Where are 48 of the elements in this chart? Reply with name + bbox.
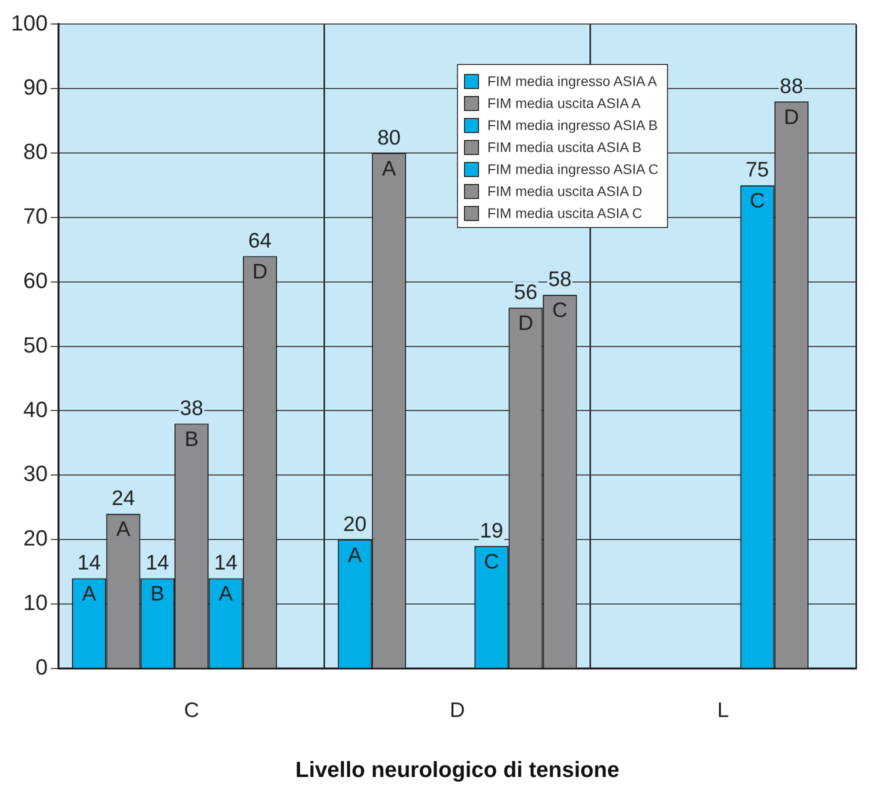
y-tick-label: 50 [23, 332, 48, 358]
annotation: D [518, 312, 534, 335]
data-label: 58 [548, 268, 572, 292]
annotation: A [218, 582, 233, 606]
annotation: D [252, 260, 268, 284]
annotation: A [116, 518, 130, 542]
data-label: 14 [146, 552, 170, 575]
y-tick-label: 20 [23, 526, 48, 551]
annotation: C [750, 190, 765, 213]
legend-label: FIM media uscita ASIA B [487, 139, 642, 156]
y-tick-label: 10 [23, 590, 48, 616]
annotation: C [552, 299, 568, 322]
y-tick-label: 0 [35, 654, 48, 680]
data-label: 20 [343, 512, 367, 536]
annotation: D [784, 106, 800, 129]
data-label: 56 [514, 280, 538, 304]
legend-label: FIM media ingresso ASIA C [487, 161, 659, 178]
annotation: B [150, 582, 164, 606]
annotation: B [184, 428, 199, 451]
y-tick-label: 60 [23, 268, 48, 293]
x-tick-label: C [184, 698, 200, 722]
data-label: 38 [180, 396, 204, 420]
annotation: A [348, 544, 362, 567]
y-tick-label: 90 [23, 74, 48, 100]
data-label: 24 [112, 487, 136, 510]
data-label: 14 [214, 552, 238, 575]
data-label: 80 [377, 126, 401, 150]
y-tick-label: 30 [23, 461, 48, 486]
x-axis-title: Livello neurologico di tensione [295, 756, 620, 782]
x-tick-label: L [717, 698, 729, 722]
annotation: A [82, 582, 96, 606]
annotation: C [484, 550, 500, 574]
x-tick-label: D [450, 698, 465, 722]
y-tick-label: 80 [23, 139, 48, 164]
legend-label: FIM media uscita ASIA C [487, 205, 642, 222]
legend-label: FIM media uscita ASIA D [487, 183, 642, 200]
y-tick-label: 40 [23, 396, 48, 422]
data-label: 75 [746, 158, 769, 182]
data-label: 88 [780, 74, 804, 98]
data-label: 64 [248, 229, 272, 252]
legend-label: FIM media ingresso ASIA A [487, 73, 657, 90]
data-label: 14 [77, 552, 102, 575]
data-label: 19 [480, 519, 504, 542]
y-tick-label: 100 [10, 10, 48, 36]
legend-label: FIM media uscita ASIA A [487, 95, 641, 112]
annotation: A [382, 157, 396, 180]
legend-label: FIM media ingresso ASIA B [487, 117, 658, 134]
y-tick-label: 70 [23, 204, 48, 229]
